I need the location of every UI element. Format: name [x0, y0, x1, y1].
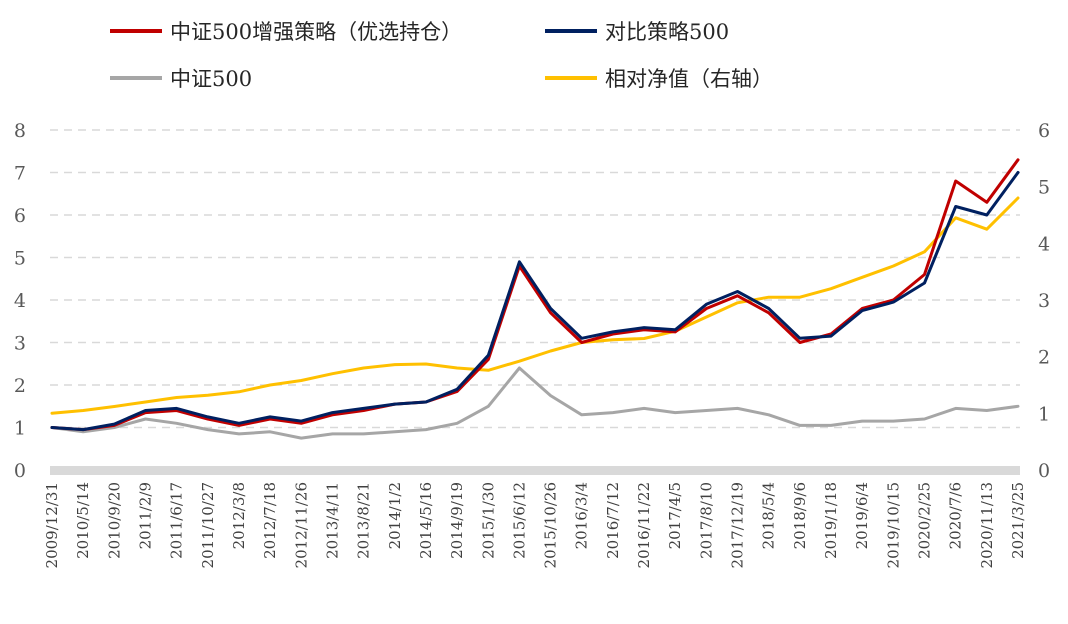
x-tick-label: 2020/7/6 [947, 482, 965, 549]
legend-swatch-compare [545, 29, 597, 33]
x-tick-label: 2020/11/13 [978, 482, 996, 568]
legend-swatch-relative [545, 76, 597, 80]
x-tick-label: 2012/7/18 [261, 482, 279, 559]
x-tick-label: 2019/10/15 [884, 482, 902, 568]
legend-label-enhanced: 中证500增强策略（优选持仓） [170, 20, 463, 44]
left-tick-label: 3 [14, 333, 26, 355]
left-tick-label: 0 [14, 460, 26, 482]
series-line-0 [50, 158, 1020, 432]
x-tick-label: 2015/10/26 [542, 482, 560, 568]
grid-lines [50, 129, 1020, 429]
x-tick-label: 2014/1/2 [386, 482, 404, 549]
right-axis-ticks: 0 1 2 3 4 5 6 [1038, 120, 1050, 482]
x-tick-label: 2014/5/16 [417, 482, 435, 559]
x-tick-label: 2012/3/8 [230, 482, 248, 549]
legend-label-csi500: 中证500 [170, 67, 253, 91]
legend-item-csi500: 中证500 [110, 63, 252, 93]
x-tick-label: 2016/11/22 [635, 482, 653, 568]
left-tick-label: 5 [14, 248, 26, 270]
x-tick-label: 2009/12/31 [43, 482, 61, 568]
x-tick-label: 2019/1/18 [822, 482, 840, 559]
x-tick-label: 2020/2/25 [916, 482, 934, 559]
x-tick-label: 2021/3/25 [1009, 482, 1027, 559]
x-tick-label: 2018/9/6 [791, 482, 809, 549]
legend-swatch-enhanced [110, 29, 162, 33]
x-tick-label: 2019/6/4 [853, 482, 871, 549]
right-tick-label: 2 [1038, 347, 1050, 369]
x-tick-label: 2016/7/12 [604, 482, 622, 559]
series-line-2 [50, 366, 1020, 440]
x-tick-label: 2013/4/11 [324, 482, 342, 559]
left-axis-ticks: 0 1 2 3 4 5 6 7 8 [14, 120, 26, 482]
x-tick-label: 2018/5/4 [760, 482, 778, 549]
left-tick-label: 2 [14, 375, 26, 397]
legend-swatch-csi500 [110, 76, 162, 80]
x-axis-tick-labels: 2009/12/31 2010/5/14 2010/9/20 2011/2/9 2011… [43, 482, 1027, 568]
legend-label-relative: 相对净值（右轴） [605, 67, 773, 91]
left-tick-label: 6 [14, 205, 26, 227]
right-tick-label: 3 [1038, 290, 1050, 312]
legend-item-enhanced: 中证500增强策略（优选持仓） [110, 16, 462, 46]
x-tick-label: 2011/6/17 [168, 482, 186, 559]
series-lines [50, 158, 1020, 440]
right-tick-label: 4 [1038, 233, 1050, 255]
x-tick-label: 2016/3/4 [573, 482, 591, 549]
x-tick-label: 2015/1/30 [479, 482, 497, 559]
x-tick-label: 2011/10/27 [199, 482, 217, 568]
x-tick-label: 2012/11/26 [292, 482, 310, 568]
x-tick-label: 2010/9/20 [105, 482, 123, 559]
legend-item-relative: 相对净值（右轴） [545, 63, 773, 93]
x-tick-label: 2017/12/19 [729, 482, 747, 568]
series-line-1 [50, 171, 1020, 432]
legend-label-compare: 对比策略500 [605, 20, 730, 44]
left-tick-label: 1 [14, 418, 26, 440]
right-tick-label: 1 [1038, 403, 1050, 425]
legend-item-compare: 对比策略500 [545, 16, 729, 46]
x-tick-label: 2013/8/21 [355, 482, 373, 559]
left-tick-label: 4 [14, 290, 26, 312]
x-tick-label: 2014/9/19 [448, 482, 466, 559]
x-axis-band [50, 466, 1020, 475]
x-tick-label: 2015/6/12 [510, 482, 528, 559]
left-tick-label: 7 [14, 163, 26, 185]
x-tick-label: 2011/2/9 [137, 482, 155, 549]
left-tick-label: 8 [14, 120, 26, 142]
x-tick-label: 2017/8/10 [697, 482, 715, 559]
right-tick-label: 6 [1038, 120, 1050, 142]
right-tick-label: 0 [1038, 460, 1050, 482]
series-line-3 [50, 196, 1020, 415]
x-tick-label: 2010/5/14 [74, 482, 92, 559]
x-tick-label: 2017/4/5 [666, 482, 684, 549]
right-tick-label: 5 [1038, 177, 1050, 199]
